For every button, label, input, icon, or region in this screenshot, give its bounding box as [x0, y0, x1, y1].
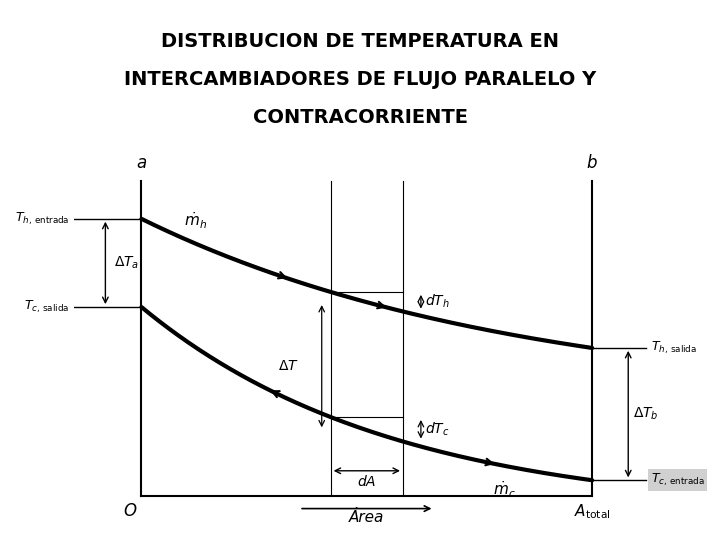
Text: DISTRIBUCION DE TEMPERATURA EN: DISTRIBUCION DE TEMPERATURA EN [161, 32, 559, 51]
Text: INTERCAMBIADORES DE FLUJO PARALELO Y: INTERCAMBIADORES DE FLUJO PARALELO Y [124, 70, 596, 89]
Text: $T_{h,\,\mathrm{salida}}$: $T_{h,\,\mathrm{salida}}$ [651, 340, 697, 356]
Text: $T_{h,\,\mathrm{entrada}}$: $T_{h,\,\mathrm{entrada}}$ [15, 211, 69, 227]
Text: CONTRACORRIENTE: CONTRACORRIENTE [253, 108, 467, 127]
Text: $T_{c,\,\mathrm{entrada}}$: $T_{c,\,\mathrm{entrada}}$ [651, 472, 705, 489]
Text: $dT_c$: $dT_c$ [426, 421, 450, 438]
Text: $\Delta T_b$: $\Delta T_b$ [633, 406, 658, 422]
Text: $\dot{m}_c$: $\dot{m}_c$ [493, 480, 516, 500]
Text: $T_{c,\,\mathrm{salida}}$: $T_{c,\,\mathrm{salida}}$ [24, 299, 69, 315]
Text: $dA$: $dA$ [357, 474, 377, 489]
Text: $a$: $a$ [136, 153, 147, 172]
Text: $\Delta T_a$: $\Delta T_a$ [114, 255, 140, 271]
Text: $dT_h$: $dT_h$ [426, 293, 450, 310]
Text: $b$: $b$ [586, 153, 598, 172]
Text: $O$: $O$ [122, 502, 137, 520]
Text: Área: Área [349, 510, 384, 525]
Text: $\Delta T$: $\Delta T$ [279, 359, 300, 373]
Text: $A_{\mathrm{total}}$: $A_{\mathrm{total}}$ [574, 502, 611, 521]
Text: $\dot{m}_h$: $\dot{m}_h$ [184, 211, 207, 231]
